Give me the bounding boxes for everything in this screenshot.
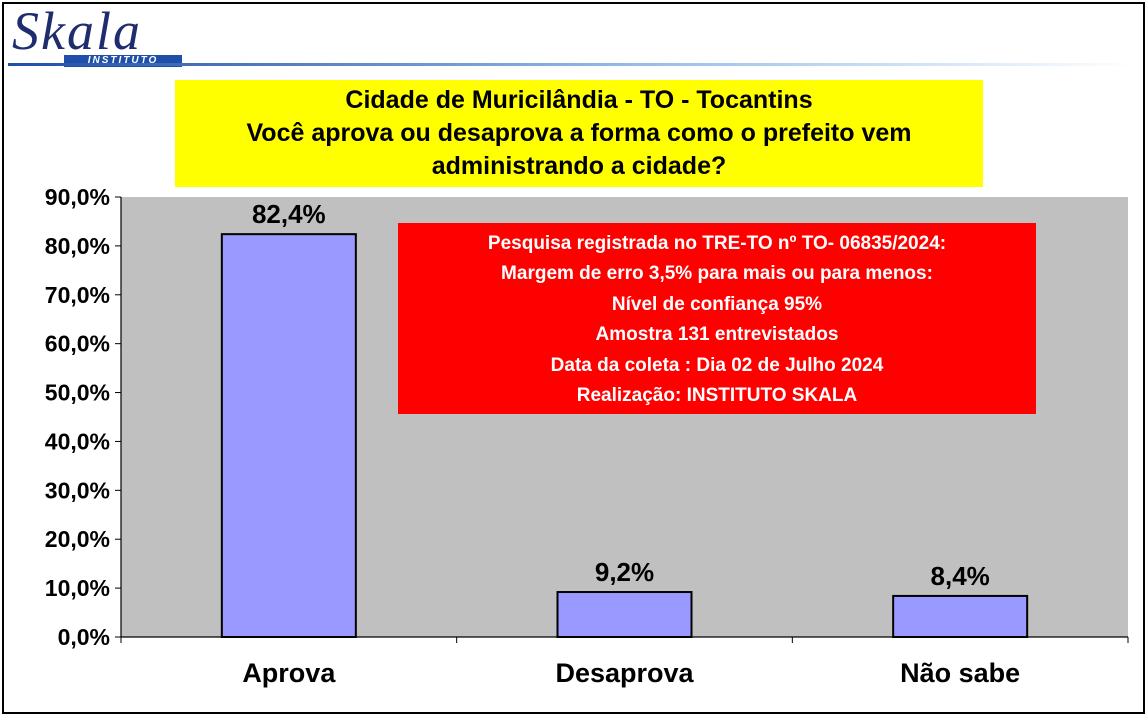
survey-info-box: Pesquisa registrada no TRE-TO nº TO- 068… bbox=[398, 223, 1036, 414]
y-tick-label: 60,0% bbox=[45, 331, 110, 357]
title-line-1: Cidade de Muricilândia - TO - Tocantins bbox=[345, 86, 813, 114]
info-registration: Pesquisa registrada no TRE-TO nº TO- 068… bbox=[487, 233, 947, 254]
bar-aprova bbox=[220, 233, 357, 638]
x-tick-label: Desaprova bbox=[555, 658, 694, 688]
logo-wordmark: Skala bbox=[12, 1, 142, 61]
y-tick-label: 10,0% bbox=[45, 575, 110, 601]
info-author: Realização: INSTITUTO SKALA bbox=[576, 385, 858, 407]
y-tick-label: 90,0% bbox=[45, 184, 110, 210]
x-tick-label: Não sabe bbox=[900, 658, 1020, 688]
y-tick-label: 40,0% bbox=[45, 428, 110, 454]
y-tick-label: 80,0% bbox=[45, 233, 110, 259]
data-label: 9,2% bbox=[595, 557, 654, 587]
title-line-2: Você aprova ou desaprova a forma como o … bbox=[246, 119, 912, 147]
y-tick-label: 70,0% bbox=[45, 282, 110, 308]
title-line-3: administrando a cidade? bbox=[431, 152, 727, 180]
bar-desaprova bbox=[556, 591, 693, 638]
y-axis: 0,0% 10,0% 20,0% 30,0% 40,0% 50,0% 60,0% 70,0% 8… bbox=[45, 184, 122, 650]
chart-title: Cidade de Muricilândia - TO - Tocantins … bbox=[175, 80, 983, 187]
bar-n-o-sabe bbox=[892, 594, 1029, 639]
x-tick-label: Aprova bbox=[242, 658, 336, 688]
header-rule bbox=[8, 63, 1138, 66]
info-sample: Amostra 131 entrevistados bbox=[595, 324, 839, 346]
bars: 82,4% 9,2% 8,4% bbox=[220, 199, 1029, 639]
y-tick-label: 50,0% bbox=[45, 380, 110, 406]
info-confidence: Nível de confiança 95% bbox=[611, 293, 823, 315]
y-tick-label: 20,0% bbox=[45, 526, 110, 552]
x-axis: Aprova Desaprova Não sabe bbox=[120, 636, 1129, 688]
y-tick-label: 0,0% bbox=[58, 624, 110, 650]
data-label: 8,4% bbox=[931, 561, 990, 591]
data-label: 82,4% bbox=[252, 199, 326, 229]
y-tick-label: 30,0% bbox=[45, 477, 110, 503]
info-margin-of-error: Margem de erro 3,5% para mais ou para me… bbox=[501, 263, 933, 285]
info-collection-date: Data da coleta : Dia 02 de Julho 2024 bbox=[550, 354, 884, 376]
